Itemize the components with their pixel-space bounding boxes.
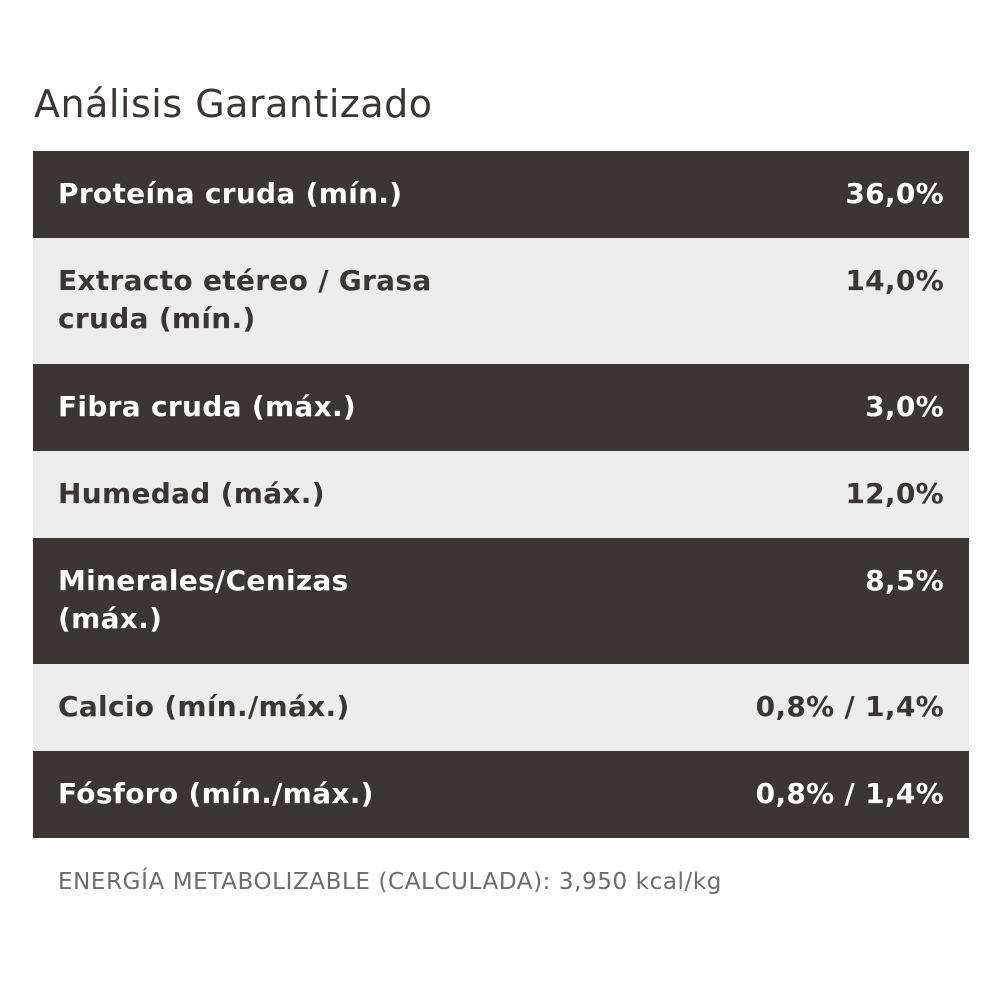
row-label: Fósforo (mín./máx.) xyxy=(58,777,374,810)
table-row: Calcio (mín./máx.) 0,8% / 1,4% xyxy=(33,664,969,751)
metabolizable-energy-note: ENERGÍA METABOLIZABLE (CALCULADA): 3,950… xyxy=(58,869,722,895)
row-label: Proteína cruda (mín.) xyxy=(58,177,403,210)
table-row: Fibra cruda (máx.) 3,0% xyxy=(33,364,969,451)
row-value: 14,0% xyxy=(845,264,944,297)
row-label: Minerales/Cenizas (máx.) xyxy=(58,564,349,635)
row-label: Calcio (mín./máx.) xyxy=(58,690,350,723)
row-value: 3,0% xyxy=(865,390,944,423)
table-row: Humedad (máx.) 12,0% xyxy=(33,451,969,538)
row-value: 0,8% / 1,4% xyxy=(755,690,944,723)
row-label: Humedad (máx.) xyxy=(58,477,325,510)
table-row: Extracto etéreo / Grasa cruda (mín.) 14,… xyxy=(33,238,969,364)
guaranteed-analysis-table: Proteína cruda (mín.) 36,0% Extracto eté… xyxy=(33,151,969,838)
row-value: 12,0% xyxy=(845,477,944,510)
table-row: Proteína cruda (mín.) 36,0% xyxy=(33,151,969,238)
page-title: Análisis Garantizado xyxy=(34,82,433,126)
row-label: Fibra cruda (máx.) xyxy=(58,390,357,423)
row-value: 0,8% / 1,4% xyxy=(755,777,944,810)
row-value: 36,0% xyxy=(845,177,944,210)
row-label: Extracto etéreo / Grasa cruda (mín.) xyxy=(58,264,432,335)
row-value: 8,5% xyxy=(865,564,944,597)
table-row: Minerales/Cenizas (máx.) 8,5% xyxy=(33,538,969,664)
table-row: Fósforo (mín./máx.) 0,8% / 1,4% xyxy=(33,751,969,838)
